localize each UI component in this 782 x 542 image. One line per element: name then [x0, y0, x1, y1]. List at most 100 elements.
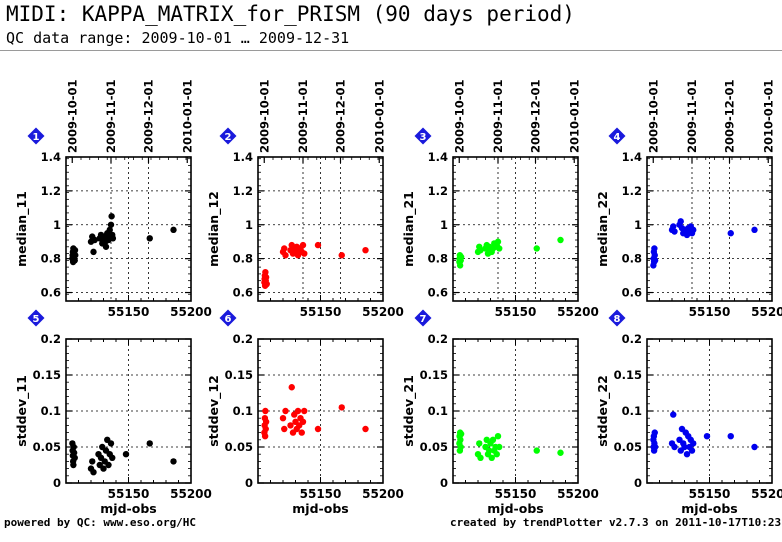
data-point [457, 443, 464, 451]
x-tick-label: 55200 [557, 305, 599, 319]
data-point [362, 246, 369, 254]
header-divider [0, 50, 782, 51]
data-point [681, 443, 688, 451]
data-point [338, 252, 345, 259]
x-axis-label: mjd-obs [681, 501, 737, 516]
data-point [314, 241, 322, 249]
date-tick-label: 2009-11-01 [685, 79, 699, 153]
x-tick-label: 55200 [557, 487, 599, 501]
panel-median_11: 0.6 0.8 1 1.2 1.4 55150 55200 2009-10-01 2009-11… [14, 79, 212, 319]
y-tick-label: 1 [440, 218, 448, 232]
y-tick-label: 0.2 [428, 332, 448, 346]
footer-created-by: created by trendPlotter v2.7.3 on 2011-1… [450, 516, 782, 529]
data-point [262, 274, 270, 281]
x-tick-label: 55150 [300, 305, 342, 319]
data-point [91, 236, 98, 244]
x-tick-label: 55200 [362, 305, 404, 319]
data-point [677, 218, 684, 225]
y-tick-label: 0.05 [225, 440, 253, 454]
data-point [146, 440, 153, 447]
data-point [496, 443, 503, 451]
y-axis-label: median_21 [401, 191, 417, 267]
y-tick-label: 0.15 [33, 368, 61, 382]
data-point [362, 425, 369, 433]
date-tick-label: 2009-12-01 [529, 79, 543, 153]
data-point [651, 252, 658, 259]
x-tick-label: 55150 [300, 487, 342, 501]
data-point [338, 404, 345, 411]
y-axis-label: stddev_21 [401, 375, 417, 447]
y-tick-label: 0 [634, 476, 642, 490]
y-tick-label: 0.6 [428, 286, 448, 300]
y-axis-label: stddev_12 [206, 375, 222, 447]
data-point [477, 246, 484, 254]
panel-stddev_12: 0 0.05 0.1 0.15 0.2 55150 55200 stddev_12 mjd-ob… [206, 309, 404, 516]
data-point [281, 245, 288, 252]
x-tick-label: 55200 [170, 305, 212, 319]
date-tick-label: 2009-12-01 [723, 79, 737, 153]
y-axis-label: stddev_11 [14, 375, 30, 447]
x-tick-label: 55150 [495, 305, 537, 319]
data-point [90, 469, 97, 476]
date-tick-label: 2010-01-01 [180, 79, 194, 153]
data-point [89, 458, 96, 465]
data-point [457, 436, 464, 443]
data-point [299, 241, 307, 249]
panel-badge-number: 7 [420, 314, 427, 325]
x-tick-label: 55200 [362, 487, 404, 501]
panel-badge-number: 2 [225, 132, 232, 143]
panel-stddev_22: 0 0.05 0.1 0.15 0.2 55150 55200 stddev_22 mjd-ob… [595, 309, 782, 516]
data-point [107, 221, 115, 228]
y-tick-label: 1 [53, 218, 61, 232]
data-point [262, 425, 269, 433]
data-point [263, 280, 270, 288]
date-tick-label: 2009-12-01 [142, 79, 156, 153]
date-tick-label: 2009-10-01 [452, 79, 466, 153]
data-point [287, 422, 294, 429]
date-tick-label: 2010-01-01 [567, 79, 581, 153]
data-point [703, 433, 711, 440]
data-point [109, 454, 116, 461]
x-tick-label: 55150 [689, 487, 731, 501]
y-tick-label: 0.15 [225, 368, 253, 382]
date-tick-label: 2010-01-01 [761, 79, 775, 153]
panel-badge-number: 8 [614, 314, 621, 325]
data-point [262, 407, 269, 415]
data-point [100, 465, 107, 472]
panel-badge-number: 1 [33, 132, 40, 143]
date-tick-label: 2009-10-01 [646, 79, 660, 153]
data-point [651, 245, 658, 252]
data-point [146, 235, 153, 242]
y-tick-label: 1.2 [428, 184, 448, 198]
data-point [282, 407, 289, 415]
data-point [533, 245, 540, 252]
data-point [301, 407, 308, 415]
data-point [494, 238, 502, 245]
y-tick-label: 0 [53, 476, 61, 490]
data-point [102, 243, 110, 250]
date-tick-label: 2009-11-01 [491, 79, 505, 153]
panel-badge-number: 5 [33, 314, 40, 325]
y-tick-label: 0.8 [41, 252, 61, 266]
y-tick-label: 1.2 [233, 184, 253, 198]
y-tick-label: 1.4 [428, 150, 448, 164]
data-point [457, 253, 465, 261]
panel-stddev_21: 0 0.05 0.1 0.15 0.2 55150 55200 stddev_21 mjd-ob… [401, 309, 599, 516]
data-point [486, 447, 493, 454]
data-point [261, 433, 269, 440]
y-tick-label: 0.6 [622, 286, 642, 300]
data-point [671, 228, 678, 235]
y-tick-label: 0.2 [41, 332, 61, 346]
x-axis-label: mjd-obs [100, 501, 156, 516]
y-tick-label: 0.2 [233, 332, 253, 346]
x-tick-label: 55200 [751, 305, 782, 319]
data-point [493, 451, 500, 458]
panel-badge-icon [414, 127, 432, 145]
data-point [288, 384, 295, 391]
data-point [294, 407, 302, 415]
data-point [298, 429, 305, 436]
data-point [457, 430, 465, 438]
data-point [671, 443, 678, 451]
data-point [496, 245, 503, 252]
data-point [279, 415, 287, 422]
